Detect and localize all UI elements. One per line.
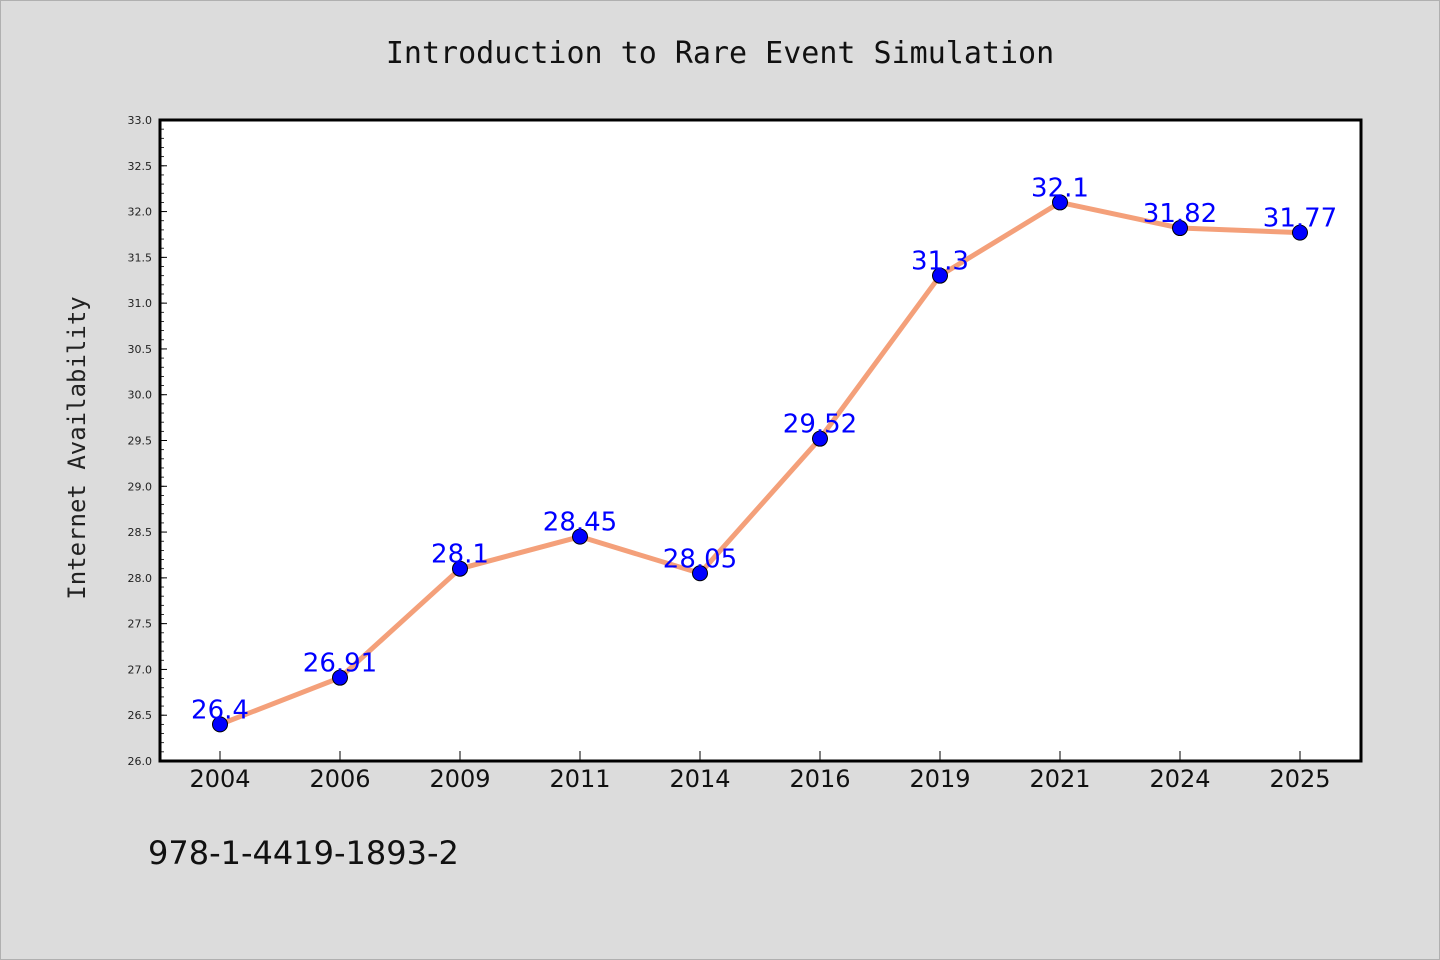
- chart-title: Introduction to Rare Event Simulation: [386, 36, 1054, 71]
- y-tick-label: 32.0: [128, 206, 153, 219]
- x-tick-label: 2004: [189, 765, 250, 793]
- data-point: [332, 669, 348, 686]
- data-point: [1292, 224, 1308, 241]
- data-label-group: 26.4 26.91 28.1 28.45 28.05 29.52 31.3 32.1 31.8…: [191, 173, 1337, 725]
- y-tick-label: 33.0: [128, 114, 153, 127]
- y-tick-label: 26.0: [128, 755, 153, 768]
- y-tick-label: 32.5: [128, 160, 153, 173]
- data-point: [692, 565, 708, 582]
- y-tick-label: 29.5: [128, 435, 153, 448]
- y-tick-label: 26.5: [128, 709, 153, 722]
- y-tick-label: 28.0: [128, 572, 153, 585]
- y-tick-label: 30.0: [128, 389, 153, 402]
- y-tick-label: 27.5: [128, 618, 153, 631]
- x-tick-label: 2019: [909, 765, 970, 793]
- y-tick-label: 31.0: [128, 297, 153, 310]
- data-point: [932, 267, 948, 284]
- data-point: [212, 716, 228, 733]
- y-tick-label: 30.5: [128, 343, 153, 356]
- y-tick-label: 28.5: [128, 526, 153, 539]
- data-label: 26.4: [191, 695, 249, 725]
- x-tick-label: 2024: [1149, 765, 1210, 793]
- data-label: 28.05: [663, 544, 737, 574]
- data-label: 31.77: [1263, 204, 1337, 234]
- x-tick-label: 2025: [1269, 765, 1330, 793]
- data-point: [812, 430, 828, 447]
- data-point: [1172, 220, 1188, 237]
- data-point: [1052, 194, 1068, 211]
- x-tick-label: 2016: [789, 765, 850, 793]
- data-point-group: [212, 194, 1308, 733]
- series-line: [217, 199, 1303, 727]
- y-axis-ticks: 26.0 26.5 27.0 27.5 28.0 28.5 29.0 29.5 30.0 30.5…: [128, 114, 167, 768]
- y-tick-label: 29.0: [128, 480, 153, 493]
- y-tick-label: 27.0: [128, 663, 153, 676]
- data-label: 28.45: [543, 508, 617, 538]
- x-axis-ticks: 2004 2006 2009 2011 2014 2016 2019 2021 2024 2025: [189, 751, 1331, 793]
- data-point: [572, 528, 588, 545]
- data-label: 32.1: [1031, 173, 1089, 203]
- y-tick-label: 31.5: [128, 251, 153, 264]
- data-label: 26.91: [303, 649, 377, 679]
- x-tick-label: 2021: [1029, 765, 1090, 793]
- y-axis-label: Internet Availability: [63, 296, 91, 599]
- isbn-text: 978-1-4419-1893-2: [148, 834, 459, 872]
- x-tick-label: 2011: [549, 765, 610, 793]
- data-label: 29.52: [783, 410, 857, 440]
- x-tick-label: 2014: [669, 765, 730, 793]
- data-label: 31.3: [911, 247, 969, 277]
- plot-border: [158, 118, 1363, 763]
- x-tick-label: 2006: [309, 765, 370, 793]
- data-point: [452, 560, 468, 577]
- series-line-group: [217, 199, 1303, 727]
- data-label: 31.82: [1143, 199, 1217, 229]
- plot-area: [160, 120, 1361, 761]
- x-tick-label: 2009: [429, 765, 490, 793]
- data-label: 28.1: [431, 540, 489, 570]
